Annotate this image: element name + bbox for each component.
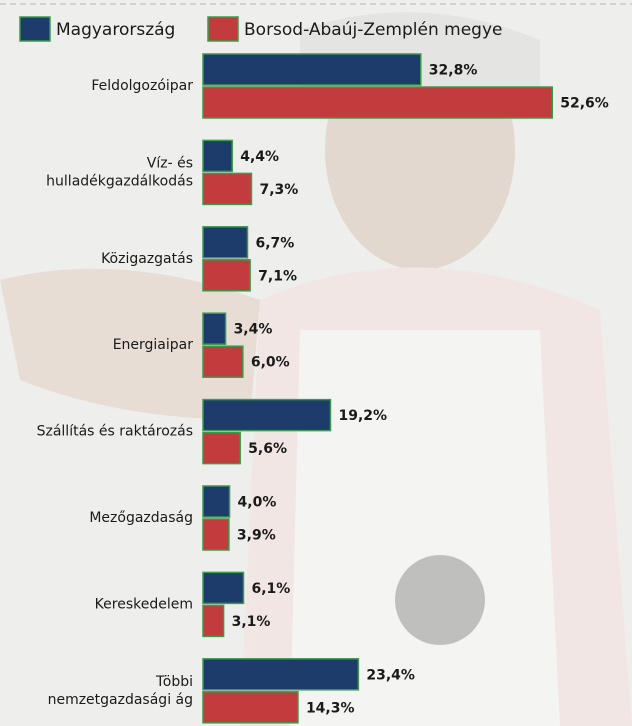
- legend-swatch: [20, 17, 50, 41]
- category-label: Feldolgozóipar: [91, 78, 193, 94]
- bar: [203, 400, 330, 431]
- bar: [203, 692, 298, 723]
- bar: [203, 87, 552, 118]
- value-label: 5,6%: [248, 441, 287, 457]
- bar: [203, 260, 250, 291]
- value-label: 3,4%: [234, 322, 273, 338]
- value-label: 52,6%: [560, 96, 609, 112]
- bar: [203, 433, 240, 464]
- value-label: 3,9%: [237, 528, 276, 544]
- bar: [203, 605, 224, 636]
- bar: [203, 572, 244, 603]
- value-label: 3,1%: [232, 614, 271, 630]
- value-label: 14,3%: [306, 700, 355, 716]
- bar: [203, 659, 358, 690]
- bar: [203, 486, 230, 517]
- value-label: 4,4%: [240, 149, 279, 165]
- value-label: 32,8%: [429, 63, 478, 79]
- category-label: Kereskedelem: [95, 596, 193, 612]
- value-label: 7,1%: [258, 268, 297, 284]
- legend-swatch: [208, 17, 238, 41]
- bar: [203, 346, 243, 377]
- bar: [203, 313, 226, 344]
- value-label: 6,7%: [255, 235, 294, 251]
- value-label: 23,4%: [366, 667, 415, 683]
- category-label: Mezőgazdaság: [89, 510, 193, 526]
- bar: [203, 173, 251, 204]
- value-label: 6,0%: [251, 355, 290, 371]
- category-label: Közigazgatás: [101, 251, 193, 267]
- chart: Magyarország Borsod-Abaúj-Zemplén megye Fe…: [0, 0, 632, 726]
- category-label: Szállítás és raktározás: [37, 424, 193, 440]
- value-label: 7,3%: [259, 182, 298, 198]
- bar: [203, 519, 229, 550]
- category-label: Energiaipar: [113, 337, 194, 353]
- value-label: 4,0%: [238, 495, 277, 511]
- value-label: 19,2%: [338, 408, 387, 424]
- legend-label: Borsod-Abaúj-Zemplén megye: [244, 20, 502, 40]
- value-label: 6,1%: [252, 581, 291, 597]
- bar: [203, 227, 247, 258]
- bar: [203, 54, 421, 85]
- legend-label: Magyarország: [56, 20, 175, 40]
- bar: [203, 140, 232, 171]
